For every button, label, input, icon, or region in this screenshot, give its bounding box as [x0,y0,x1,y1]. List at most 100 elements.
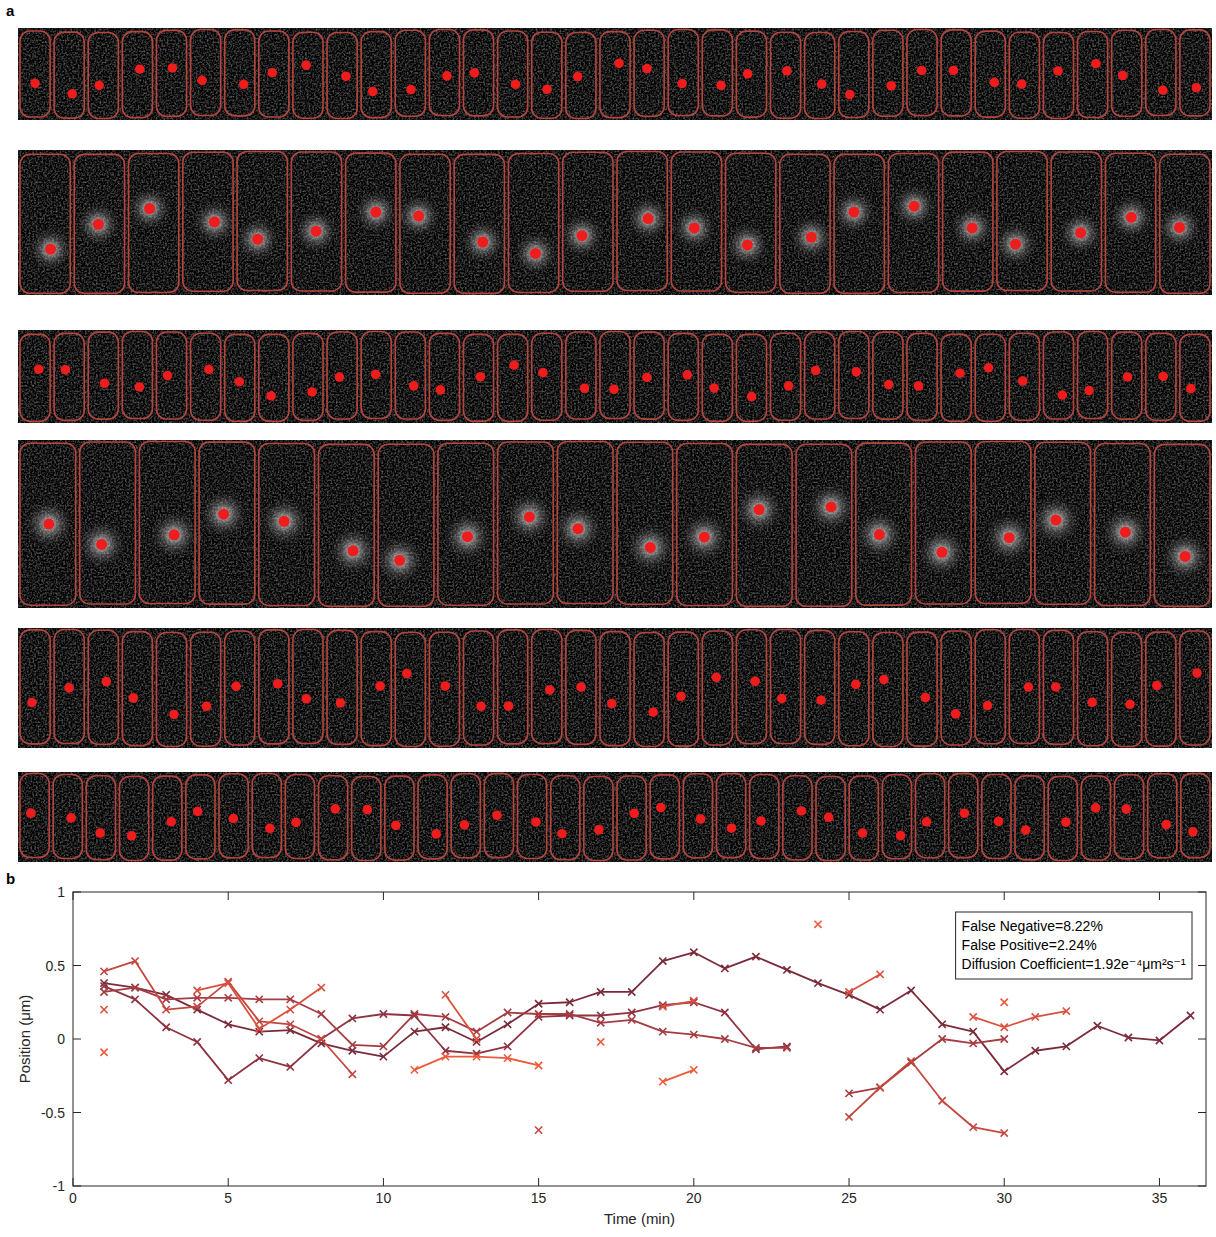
cell-outline [80,442,136,604]
cell-outline [1009,630,1039,744]
cell-outline [463,334,493,421]
track-marker [194,987,201,994]
spot-marker [1126,212,1137,223]
cell-outline [88,332,118,419]
spot [394,192,443,241]
spot-marker [235,377,245,387]
track-marker [628,1009,635,1016]
track-marker [287,1006,294,1013]
spot-marker [202,702,212,712]
spot-marker [492,810,502,820]
track-marker [659,1028,666,1035]
track-marker [752,1044,759,1051]
spot [26,225,75,274]
cell-outline [600,332,630,419]
track-marker [504,1043,511,1050]
cell-outline [816,776,845,860]
spot-marker [784,381,794,391]
spot-marker [538,368,548,378]
spot-marker [896,831,906,841]
spot-marker [168,63,178,73]
cell-outline [566,32,596,118]
cell-outline [949,774,978,858]
cell-outline [907,632,937,746]
spot [948,204,997,253]
cell-outline [293,630,323,744]
spot-marker [576,230,587,241]
track-marker [349,1041,356,1048]
cell-outline [1160,154,1210,293]
x-tick [693,1178,694,1186]
spot-marker [64,683,74,693]
track-marker [1001,999,1008,1006]
cell-outline [122,32,152,118]
cell-outline [532,630,562,744]
cell-outline [551,776,580,860]
x-tick-label: 10 [376,1190,392,1206]
spot [326,524,380,578]
spot-marker [806,232,817,243]
track-marker [225,980,232,987]
cell-outline [882,775,911,859]
spot [233,215,282,264]
spot [991,220,1040,269]
cell-outline [650,775,679,859]
cell-outline [319,776,348,860]
track-marker [442,991,449,998]
track-marker [690,997,697,1004]
spot-marker [330,804,340,814]
cell-outline [941,631,971,745]
cell-outline [395,30,425,116]
track-marker [876,1006,883,1013]
cell-outline [252,774,281,858]
track-marker [318,1010,325,1017]
track-marker [535,1010,542,1017]
x-tick [849,892,850,900]
image-strip [18,150,1212,295]
cell-outline [293,32,323,118]
cell-outline [129,154,179,293]
spot-marker [311,226,322,237]
spot-marker [266,391,276,401]
spot-marker [394,555,405,566]
track-marker [1001,1068,1008,1075]
spot [125,184,174,233]
cell-outline [1009,333,1039,420]
spot-marker [279,516,290,527]
track-marker [908,1057,915,1064]
cell-outline [634,632,664,746]
spot-marker [1017,79,1027,89]
cell-outline [508,153,558,292]
cell-outline [418,775,447,859]
x-tick-label: 15 [531,1190,547,1206]
spot-marker [642,64,652,74]
cell-outline [1078,632,1108,746]
track-marker [659,1078,666,1085]
spot [982,511,1036,565]
track-marker [131,984,138,991]
spot-marker [643,213,654,224]
spot-marker [368,87,378,97]
spot [852,508,906,562]
cell-outline [451,774,480,858]
cell-outline [199,442,255,604]
spot-marker [166,817,176,827]
track-marker [442,1053,449,1060]
cell-outline [518,774,547,858]
spot-marker [27,698,37,708]
x-tick [383,892,384,900]
track-marker [256,1025,263,1032]
x-tick [693,892,694,900]
spot-marker [696,814,706,824]
track-marker [411,1028,418,1035]
cell-outline [54,333,84,420]
cell-outline [873,632,903,746]
spot-marker [204,365,214,375]
spot-marker [1152,681,1162,691]
spot-marker [95,828,105,838]
cell-outline [1146,632,1176,746]
track-marker [131,957,138,964]
track-marker [225,994,232,1001]
spot-marker [371,370,381,380]
y-tick [1198,965,1206,966]
